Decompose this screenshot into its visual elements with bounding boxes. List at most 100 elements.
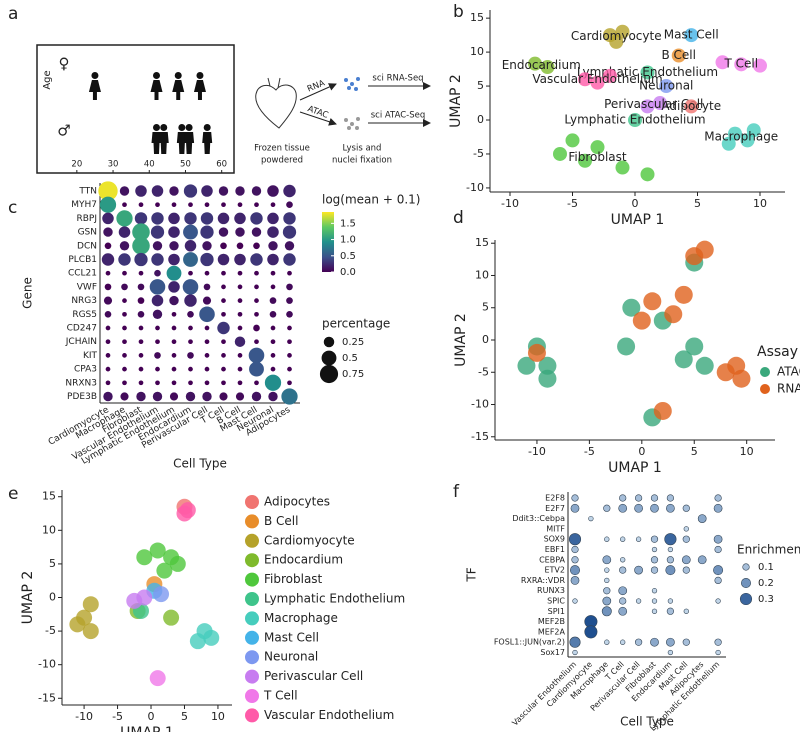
- dot: [651, 608, 658, 614]
- dot: [152, 309, 163, 319]
- legend-key: [739, 592, 753, 606]
- cluster-point: [517, 356, 536, 375]
- colorbar-label: 0.5: [340, 251, 356, 262]
- dot: [667, 598, 674, 604]
- dot: [681, 555, 691, 565]
- cluster-point: [659, 79, 674, 94]
- dot: [237, 270, 243, 276]
- dot: [202, 296, 212, 305]
- cluster-point: [640, 99, 655, 114]
- dot: [253, 242, 260, 250]
- male-person: [176, 124, 187, 154]
- dot: [635, 536, 642, 542]
- dot: [169, 295, 179, 306]
- dot: [650, 556, 659, 564]
- heart-icon: [255, 77, 297, 129]
- y-tick-label: 15: [470, 11, 484, 24]
- cluster-point: [590, 75, 605, 90]
- dot: [603, 504, 611, 512]
- y-tick-label: 10: [475, 268, 489, 281]
- dot: [251, 391, 262, 402]
- colorbar-label: 1.0: [340, 235, 356, 246]
- dot: [217, 321, 230, 335]
- cluster-point: [527, 343, 546, 362]
- male-person: [202, 124, 213, 154]
- y-axis-label: UMAP 2: [448, 74, 464, 128]
- cluster-label: T Cell: [723, 57, 758, 71]
- dot: [171, 311, 177, 317]
- legend-label: RNA: [777, 382, 800, 396]
- dot: [138, 270, 144, 276]
- y-tick-label: -5: [473, 147, 484, 160]
- cluster-label: Adipocyte: [661, 99, 721, 113]
- dot: [204, 339, 210, 345]
- legend-label: Fibroblast: [264, 572, 323, 586]
- row-label: PLCB1: [68, 255, 97, 265]
- cluster-point: [721, 136, 736, 151]
- cluster-point: [632, 311, 651, 330]
- panel-label: b: [453, 2, 464, 22]
- cluster-point: [664, 305, 683, 324]
- dot: [620, 536, 626, 542]
- dot: [204, 366, 210, 372]
- head: [160, 124, 168, 131]
- y-tick-label: 0: [482, 333, 489, 346]
- dot: [248, 347, 265, 364]
- dot: [253, 324, 260, 332]
- dot: [155, 202, 160, 208]
- dot: [235, 392, 245, 401]
- head: [203, 124, 211, 131]
- legend-swatch: [245, 611, 259, 626]
- body: [184, 132, 195, 154]
- dot: [268, 391, 278, 402]
- cluster-point: [553, 146, 567, 161]
- female-symbol: ♀: [59, 55, 70, 73]
- dot: [236, 242, 244, 250]
- head: [178, 124, 186, 131]
- dot: [254, 202, 259, 208]
- dot: [182, 279, 199, 295]
- dot: [234, 253, 246, 266]
- dot: [250, 253, 263, 266]
- dot: [286, 310, 293, 318]
- dot: [116, 210, 133, 227]
- size-key-label: 0.75: [342, 369, 364, 380]
- row-label: CPA3: [74, 365, 97, 375]
- dot: [188, 270, 193, 276]
- dot: [270, 353, 276, 358]
- dot: [221, 339, 226, 345]
- x-tick-label: 5: [181, 710, 188, 723]
- dot: [634, 494, 643, 502]
- dot: [201, 185, 213, 197]
- male-person: [151, 124, 162, 154]
- dot: [650, 535, 659, 543]
- column-label: Vascular Endothelium: [510, 660, 578, 728]
- dot: [604, 577, 610, 584]
- cluster-point: [671, 48, 686, 63]
- dot: [151, 185, 164, 197]
- dot: [204, 202, 210, 208]
- legend-key: [742, 563, 750, 571]
- y-tick-label: 0: [49, 591, 56, 604]
- dot: [183, 224, 198, 240]
- y-tick-label: -15: [471, 430, 489, 443]
- dot: [603, 587, 611, 595]
- y-axis-label: Gene: [21, 277, 35, 309]
- dot: [150, 225, 165, 239]
- dot: [122, 353, 127, 358]
- rna-assay: sci RNA-Seq: [372, 74, 423, 84]
- dot: [137, 297, 145, 304]
- legend-label: T Cell: [263, 689, 298, 703]
- legend-label: Endocardium: [264, 553, 343, 567]
- dot: [619, 494, 627, 502]
- dot: [171, 325, 177, 331]
- legend-swatch: [760, 367, 770, 377]
- dot: [103, 296, 113, 305]
- row-label: RGS5: [72, 310, 97, 320]
- y-tick-label: 10: [42, 523, 56, 536]
- legend-key: [741, 578, 751, 588]
- cluster-label: Perivascular Cell: [604, 97, 703, 111]
- dot: [713, 503, 723, 513]
- dot: [137, 283, 145, 291]
- female-person: [88, 72, 101, 100]
